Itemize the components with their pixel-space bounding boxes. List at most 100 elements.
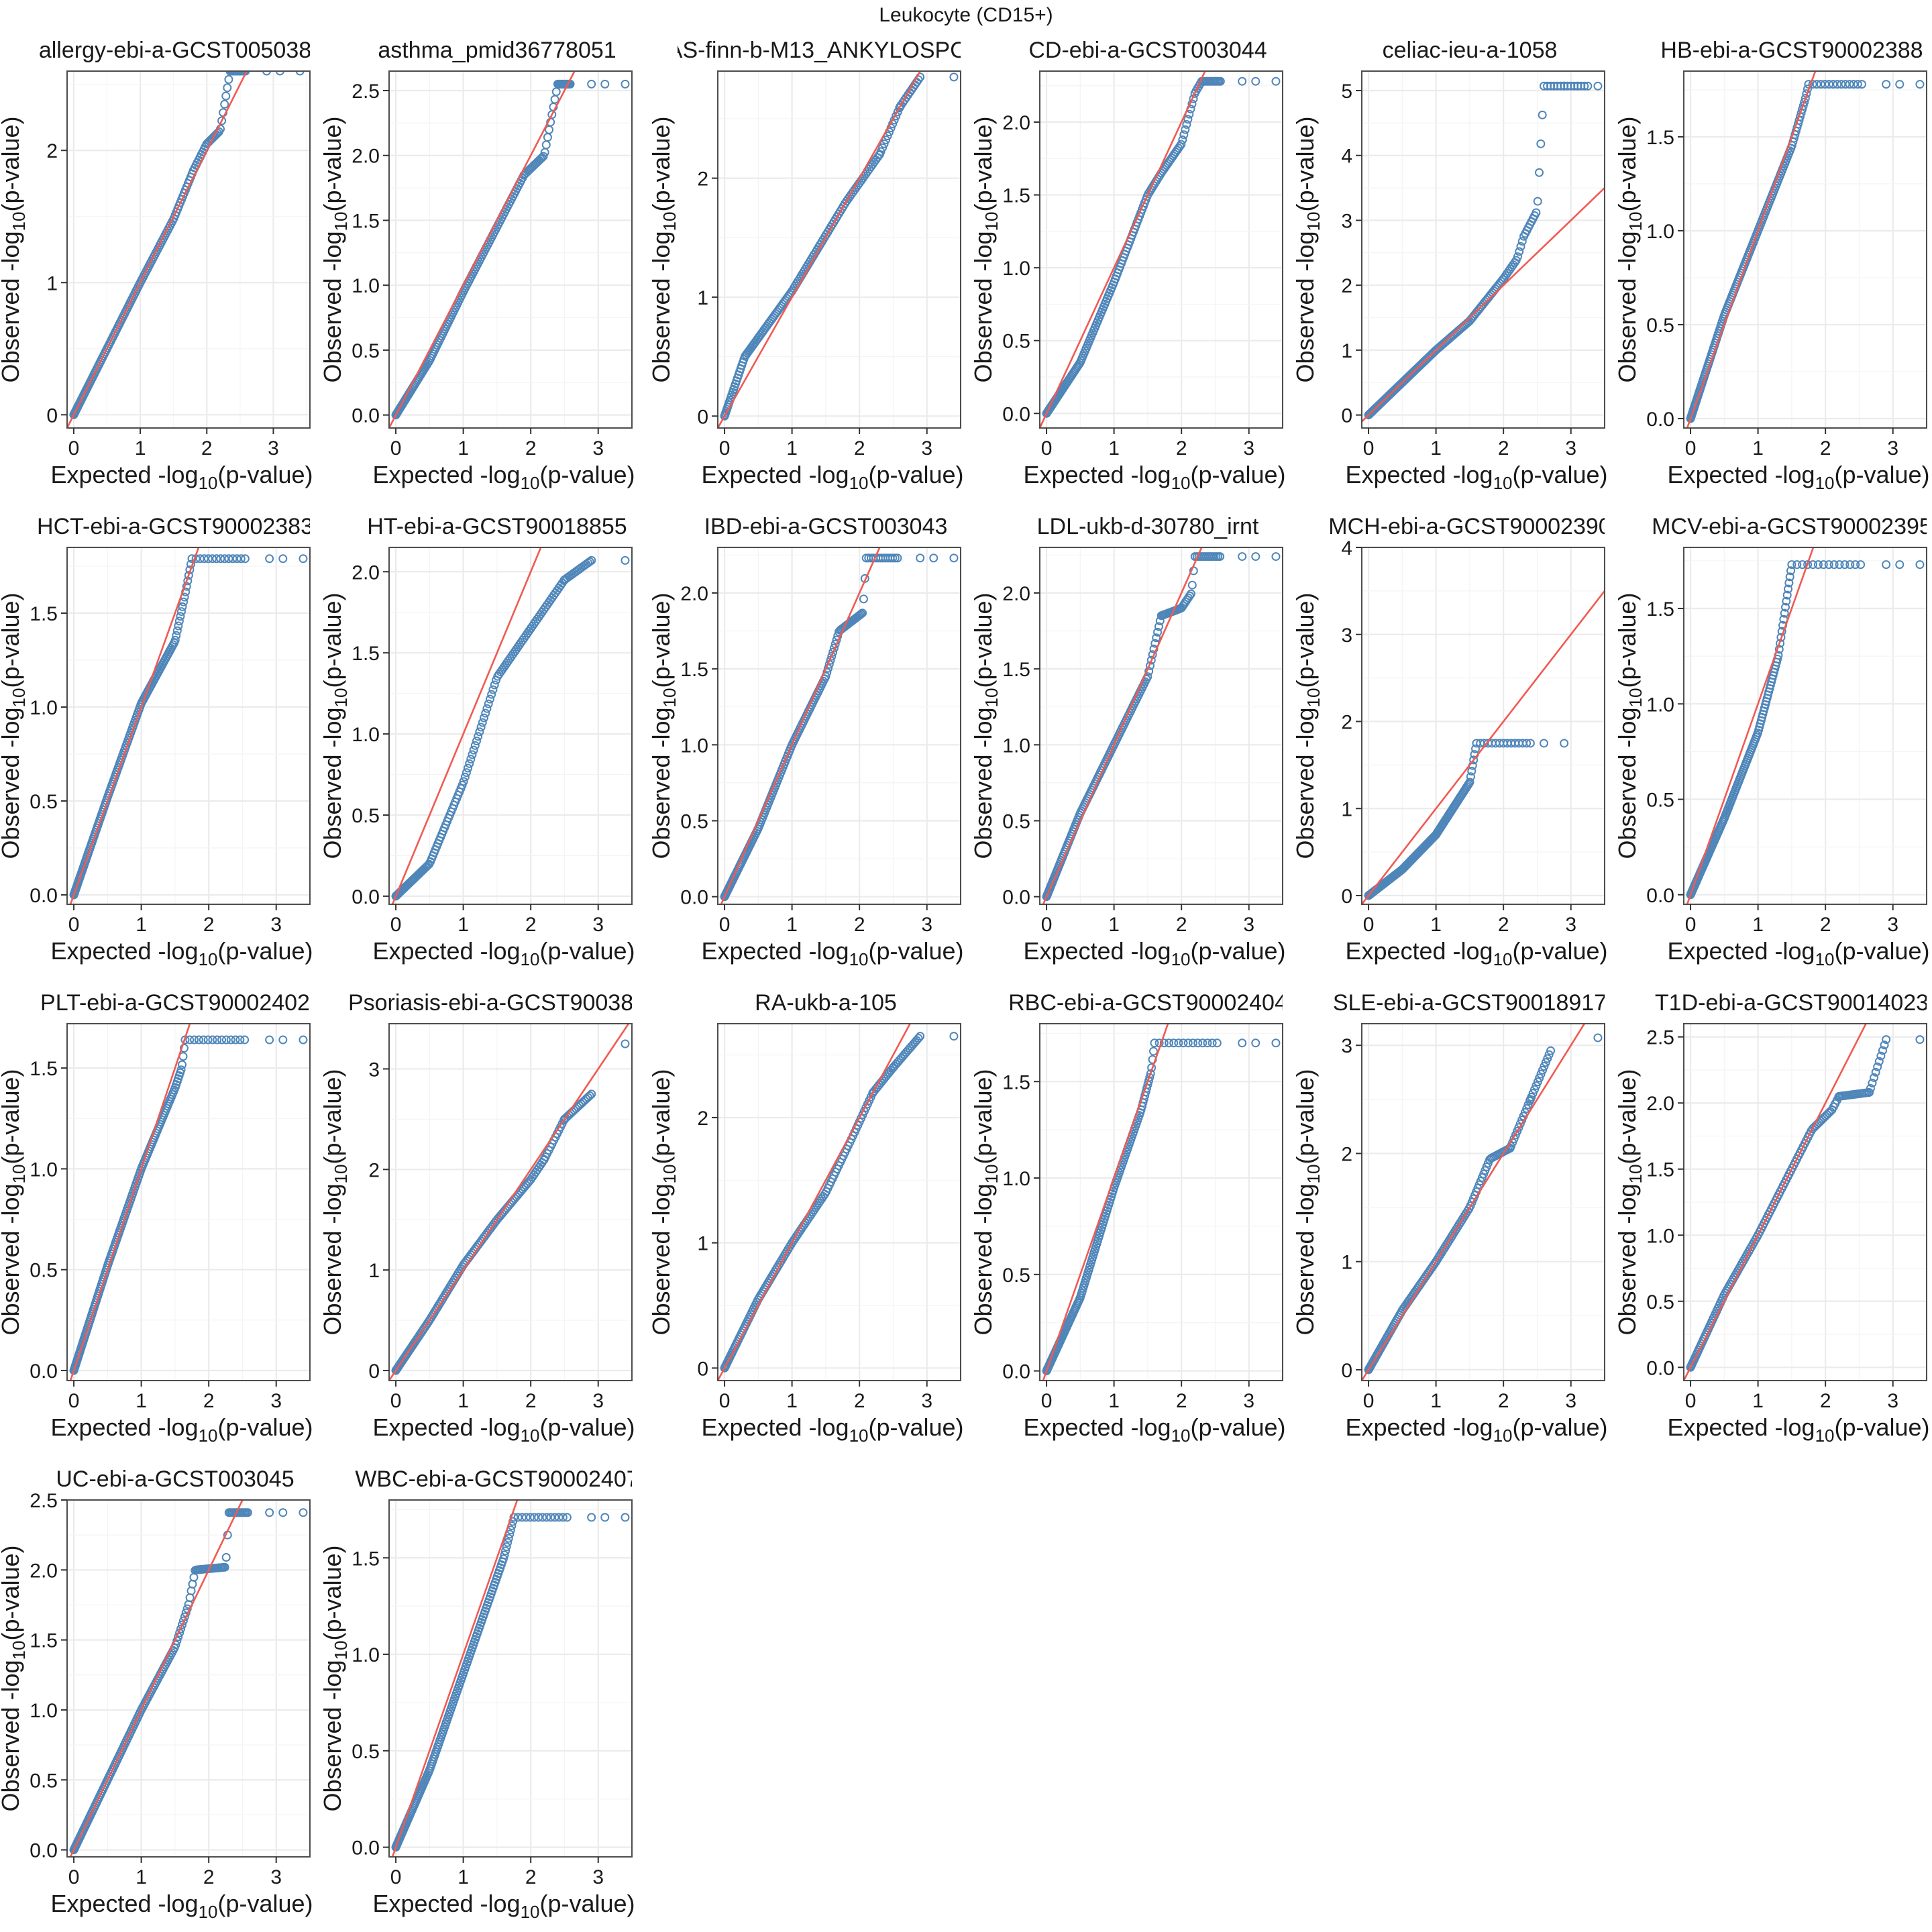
data-point	[265, 1508, 274, 1517]
x-tick-label: 3	[1243, 914, 1254, 936]
data-point	[278, 1508, 288, 1517]
panel-title: HT-ebi-a-GCST90018855	[367, 514, 627, 539]
x-tick-label: 3	[1243, 437, 1254, 460]
data-point	[1522, 739, 1532, 748]
data-point	[1895, 560, 1904, 570]
y-tick-label: 3	[1341, 210, 1352, 232]
data-point	[534, 1513, 543, 1522]
data-point	[1544, 1050, 1554, 1059]
data-point	[194, 1035, 203, 1044]
y-tick-label: 0	[46, 405, 58, 427]
data-point	[174, 621, 183, 631]
data-point	[1829, 80, 1838, 89]
data-point	[1784, 584, 1793, 594]
qq-panel: HCT-ebi-a-GCST90002383 0 1 2 3 0.0 0.5 1.0 1.5 Ex…	[0, 514, 313, 969]
data-point	[949, 72, 959, 82]
data-point	[1538, 1065, 1547, 1075]
gridlines	[1362, 1024, 1605, 1381]
x-tick-label: 1	[1752, 914, 1764, 936]
observed-points	[1686, 80, 1925, 423]
x-tick-label: 3	[1243, 1390, 1254, 1412]
data-point	[189, 1572, 199, 1582]
data-point	[1546, 1046, 1556, 1055]
y-tick-label: 0.5	[352, 340, 380, 362]
x-tick-label: 1	[458, 437, 469, 460]
data-point	[172, 626, 182, 635]
data-point	[1533, 1077, 1542, 1087]
data-point	[187, 554, 197, 564]
data-point	[1812, 80, 1821, 89]
data-point	[472, 737, 481, 746]
data-point	[1183, 115, 1193, 124]
data-point	[1187, 580, 1197, 590]
data-point	[1784, 578, 1794, 588]
data-point	[177, 1620, 186, 1629]
panel-frame	[1039, 547, 1283, 905]
expected-line	[1686, 547, 1815, 904]
data-point	[543, 133, 552, 142]
data-point	[600, 1513, 610, 1522]
data-point	[1781, 602, 1790, 612]
x-tick-label: 0	[1041, 1390, 1053, 1412]
expected-line	[720, 547, 881, 904]
x-tick-label: 0	[1685, 437, 1697, 460]
data-point	[485, 694, 494, 704]
data-point	[1188, 1038, 1197, 1048]
y-tick-label: 0.0	[352, 1837, 380, 1860]
data-point	[195, 554, 205, 564]
x-tick-label: 1	[1108, 1390, 1120, 1412]
panel-frame	[388, 547, 633, 905]
panel-title: SLE-ebi-a-GCST90018917	[1333, 990, 1607, 1016]
data-point	[551, 87, 561, 97]
data-point	[231, 1035, 240, 1044]
data-point	[1149, 1046, 1159, 1056]
data-point	[587, 1513, 596, 1522]
data-point	[203, 554, 213, 564]
data-point	[1271, 76, 1281, 86]
data-point	[525, 1513, 535, 1522]
data-point	[562, 1513, 572, 1522]
qq-panel: WBC-ebi-a-GCST90002407 0 1 2 3 0.0 0.5 1.0 1.5 Ex…	[319, 1466, 635, 1922]
data-point	[1164, 1038, 1173, 1048]
data-point	[1533, 197, 1542, 206]
y-tick-label: 2	[697, 1108, 708, 1130]
data-point	[176, 1624, 186, 1633]
data-point	[199, 1035, 208, 1044]
data-point	[509, 1513, 519, 1522]
qq-panel: MCH-ebi-a-GCST90002390 0 1 2 3 0 1 2 3 4 Expected …	[1291, 514, 1608, 969]
data-point	[513, 1513, 523, 1522]
x-tick-label: 3	[592, 1866, 604, 1888]
panel-title: Psoriasis-ebi-a-GCST900380	[348, 990, 646, 1016]
data-point	[217, 116, 227, 125]
data-point	[1169, 1038, 1179, 1048]
data-point	[1532, 1081, 1541, 1090]
x-tick-label: 1	[135, 437, 146, 460]
x-axis-label: Expected -log10(p-value)	[50, 1413, 313, 1446]
data-point	[587, 79, 596, 89]
observed-points	[69, 71, 305, 419]
gridlines	[67, 1499, 310, 1857]
panel-frame	[1361, 1023, 1605, 1381]
data-point	[199, 554, 209, 564]
data-point	[469, 745, 478, 755]
data-point	[1150, 1038, 1159, 1048]
data-point	[879, 139, 889, 148]
data-point	[265, 554, 274, 564]
x-tick-label: 0	[390, 1866, 402, 1888]
x-tick-label: 0	[68, 437, 80, 460]
y-tick-label: 1.5	[1002, 185, 1030, 207]
x-tick-label: 0	[1685, 914, 1697, 936]
panel-frame	[388, 1023, 633, 1381]
x-tick-label: 0	[1041, 437, 1053, 460]
y-axis-label: Observed -log10(p-value)	[1613, 592, 1646, 859]
x-tick-label: 2	[854, 437, 865, 460]
y-axis-label: Observed -log10(p-value)	[1613, 116, 1646, 382]
y-tick-label: 1.0	[352, 1644, 380, 1666]
x-tick-label: 2	[1820, 1390, 1831, 1412]
observed-points	[1042, 1038, 1281, 1376]
x-tick-label: 3	[921, 914, 932, 936]
data-point	[503, 1538, 513, 1547]
y-tick-label: 1	[697, 1233, 708, 1255]
x-tick-label: 3	[1887, 914, 1898, 936]
